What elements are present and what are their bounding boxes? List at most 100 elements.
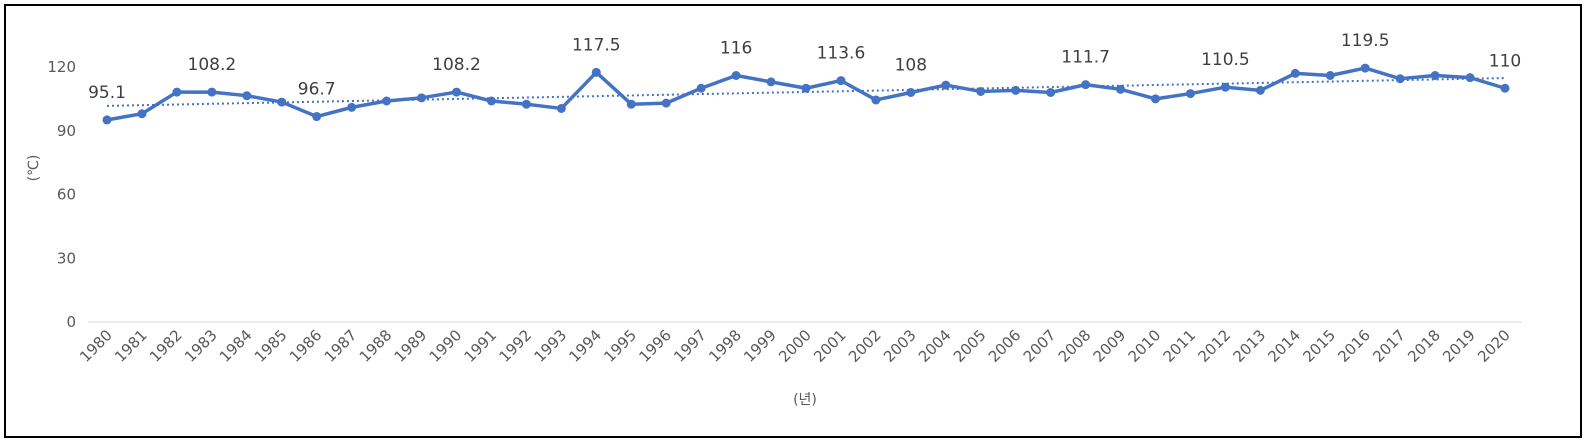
x-tick-label: 1981 — [111, 326, 151, 366]
x-tick-label: 1991 — [461, 326, 501, 366]
data-point — [312, 112, 322, 122]
data-point — [591, 67, 601, 77]
data-point — [207, 87, 217, 97]
x-tick-label: 2002 — [845, 326, 885, 366]
x-tick-label: 1994 — [565, 326, 605, 366]
data-label: 117.5 — [572, 35, 621, 55]
x-tick-label: 1996 — [635, 326, 675, 366]
x-tick-label: 1984 — [216, 326, 256, 366]
data-label: 116 — [720, 39, 752, 59]
x-tick-label: 2015 — [1299, 326, 1339, 366]
data-point — [172, 87, 182, 97]
data-point — [1325, 71, 1335, 80]
x-tick-label: 2001 — [810, 326, 850, 366]
data-label: 113.6 — [817, 44, 866, 64]
trendline-path — [106, 77, 1506, 107]
data-label: 110 — [1489, 51, 1521, 71]
data-point — [137, 109, 147, 119]
x-tick-labels: 1980198119821983198419851986198719881989… — [76, 326, 1514, 366]
y-tick-label: 0 — [66, 313, 76, 331]
trendline — [106, 77, 1506, 107]
x-tick-label: 1999 — [740, 326, 780, 366]
data-label: 108.2 — [188, 55, 237, 75]
data-point — [1465, 73, 1475, 83]
x-tick-label: 2018 — [1404, 326, 1444, 366]
data-point — [1081, 80, 1091, 90]
x-tick-label: 1980 — [76, 326, 116, 366]
y-tick-label: 90 — [57, 122, 76, 140]
data-label: 119.5 — [1341, 31, 1390, 51]
y-axis-label: (℃) — [26, 155, 42, 182]
x-tick-label: 2006 — [985, 326, 1025, 366]
x-tick-label: 2003 — [880, 326, 920, 366]
x-tick-label: 1998 — [705, 326, 745, 366]
data-label: 108.2 — [432, 55, 481, 75]
data-point — [976, 86, 986, 96]
data-point — [556, 103, 566, 113]
data-labels: 95.1 108.2 96.7 108.2 117.5 116 113.6 108 111.7 1… — [88, 31, 1521, 103]
x-tick-label: 1997 — [670, 326, 710, 366]
x-tick-label: 2012 — [1194, 326, 1234, 366]
data-label: 96.7 — [298, 80, 336, 100]
data-point — [836, 76, 846, 86]
data-point — [661, 98, 671, 108]
x-tick-label: 1985 — [251, 326, 291, 366]
data-label: 95.1 — [88, 83, 126, 103]
x-tick-label: 1989 — [391, 326, 431, 366]
y-tick-label: 30 — [57, 249, 76, 267]
x-tick-label: 2013 — [1229, 326, 1269, 366]
x-tick-label: 1995 — [600, 326, 640, 366]
x-tick-label: 2019 — [1439, 326, 1479, 366]
x-tick-label: 1993 — [530, 326, 570, 366]
x-tick-label: 2017 — [1369, 326, 1409, 366]
data-point — [382, 96, 392, 106]
x-tick-label: 1988 — [356, 326, 396, 366]
x-tick-label: 1983 — [181, 326, 221, 366]
x-tick-label: 2020 — [1474, 326, 1514, 366]
data-point — [452, 87, 461, 97]
x-tick-label: 2014 — [1264, 326, 1304, 366]
data-point — [1500, 83, 1510, 93]
data-point — [1011, 85, 1021, 95]
data-point — [347, 102, 357, 112]
data-point — [906, 88, 916, 97]
x-tick-label: 1992 — [495, 326, 535, 366]
data-label: 111.7 — [1061, 48, 1110, 68]
x-tick-label: 1986 — [286, 326, 326, 366]
data-point — [277, 97, 287, 107]
data-point — [486, 96, 496, 106]
x-tick-label: 2016 — [1334, 326, 1374, 366]
x-tick-label: 2007 — [1020, 326, 1060, 366]
data-point — [1046, 88, 1056, 97]
x-tick-label: 2005 — [950, 326, 990, 366]
data-point — [1151, 94, 1160, 104]
data-point — [102, 115, 112, 125]
data-point — [1395, 74, 1405, 84]
data-point — [941, 80, 951, 90]
x-tick-label: 1982 — [146, 326, 186, 366]
x-tick-label: 2000 — [775, 326, 815, 366]
y-tick-label: 120 — [47, 58, 76, 76]
data-point — [1185, 89, 1195, 99]
data-point — [1220, 82, 1230, 92]
data-label: 110.5 — [1201, 50, 1250, 70]
chart-frame — [4, 4, 1582, 438]
x-tick-label: 1990 — [426, 326, 466, 366]
y-tick-labels: 0 30 60 90 120 — [47, 58, 76, 331]
data-point — [1255, 85, 1265, 95]
data-point — [1116, 84, 1126, 94]
data-point — [1290, 68, 1300, 78]
data-point — [1430, 71, 1440, 80]
data-label: 108 — [895, 56, 927, 76]
data-point — [242, 91, 252, 101]
data-point — [521, 99, 531, 109]
data-point — [871, 95, 881, 105]
series-points — [102, 63, 1510, 125]
x-axis-label: (년) — [793, 392, 817, 408]
x-tick-label: 2011 — [1160, 326, 1200, 366]
x-tick-label: 2008 — [1055, 326, 1095, 366]
data-point — [417, 93, 427, 103]
x-tick-label: 2009 — [1090, 326, 1130, 366]
x-tick-label: 2004 — [915, 326, 955, 366]
